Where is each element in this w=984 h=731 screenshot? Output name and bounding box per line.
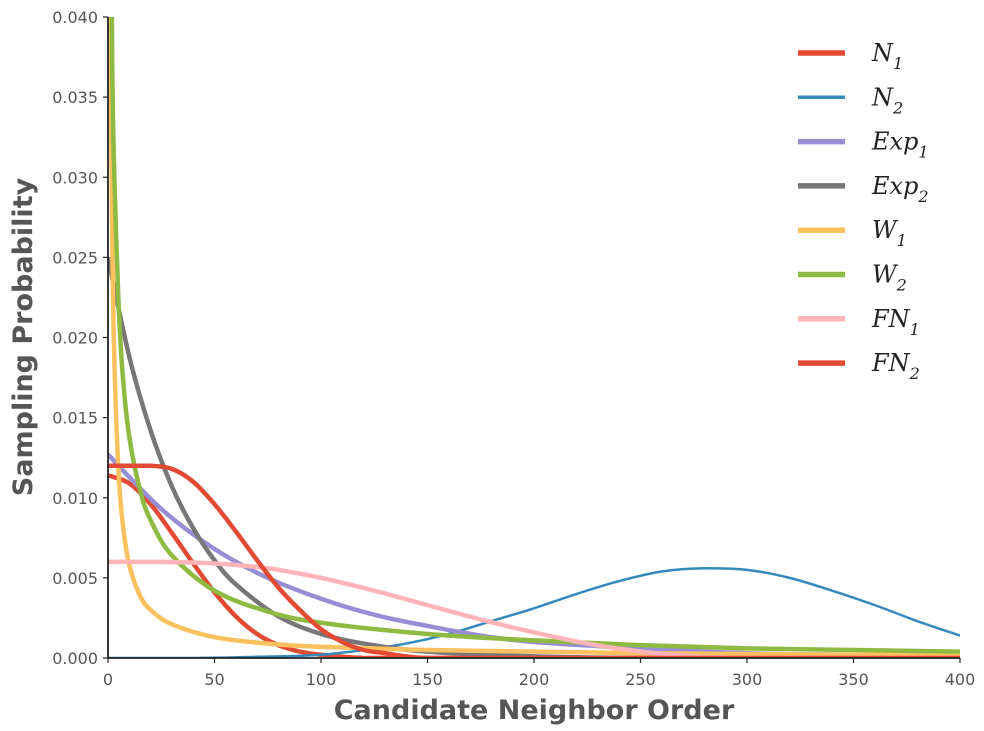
x-tick-label: 150 xyxy=(412,670,443,689)
legend-label-base: W xyxy=(872,261,899,289)
x-tick-label: 400 xyxy=(945,670,976,689)
x-tick-label: 50 xyxy=(204,670,224,689)
legend-label-sub: 2 xyxy=(917,187,928,206)
legend-label-base: N xyxy=(871,39,894,67)
y-tick-label: 0.040 xyxy=(52,8,98,27)
legend-label: N1 xyxy=(871,39,903,73)
series-line-fn2 xyxy=(108,463,960,658)
y-tick-label: 0.035 xyxy=(52,88,98,107)
legend-label: W1 xyxy=(872,216,907,250)
legend-label-base: W xyxy=(872,216,899,244)
series-line-exp2 xyxy=(108,256,960,658)
x-tick-label: 250 xyxy=(625,670,656,689)
legend-label-sub: 2 xyxy=(909,364,920,383)
y-tick-label: 0.005 xyxy=(52,569,98,588)
y-tick-label: 0.015 xyxy=(52,409,98,428)
y-tick-label: 0.000 xyxy=(52,649,98,668)
y-tick-label: 0.010 xyxy=(52,489,98,508)
legend-label: Exp1 xyxy=(871,128,929,162)
axis-ticks: 0 50 100 150 200 250 300 350 400 0.000 0.005 0.010 0… xyxy=(52,8,975,689)
x-tick-label: 300 xyxy=(732,670,763,689)
series-line-n2 xyxy=(108,567,960,658)
legend-label-sub: 1 xyxy=(918,143,928,162)
legend-label-sub: 2 xyxy=(896,276,907,295)
series-line-w2 xyxy=(109,17,960,654)
x-tick-label: 100 xyxy=(306,670,337,689)
legend-label-base: FN xyxy=(871,349,911,377)
legend-label: W2 xyxy=(872,261,907,295)
legend-label-base: Exp xyxy=(871,172,918,200)
x-tick-label: 350 xyxy=(838,670,869,689)
x-tick-label: 0 xyxy=(103,670,113,689)
x-tick-label: 200 xyxy=(519,670,550,689)
legend-label-base: FN xyxy=(871,305,911,333)
x-axis-title: Candidate Neighbor Order xyxy=(334,695,735,726)
y-tick-label: 0.020 xyxy=(52,329,98,348)
legend-label-sub: 2 xyxy=(892,98,903,117)
legend-label-base: Exp xyxy=(871,128,918,156)
legend-label: N2 xyxy=(871,83,903,117)
series-lines xyxy=(108,17,960,658)
legend-label-base: N xyxy=(871,83,894,111)
y-tick-label: 0.030 xyxy=(52,168,98,187)
legend-label: FN1 xyxy=(871,305,920,339)
series-line-exp1 xyxy=(108,452,960,658)
legend-label-sub: 1 xyxy=(910,320,920,339)
y-axis-title: Sampling Probability xyxy=(8,177,39,496)
legend-label-sub: 1 xyxy=(897,231,907,250)
legend-label: FN2 xyxy=(871,349,920,383)
legend-label-sub: 1 xyxy=(893,54,903,73)
y-tick-label: 0.025 xyxy=(52,248,98,267)
legend-label: Exp2 xyxy=(871,172,929,206)
